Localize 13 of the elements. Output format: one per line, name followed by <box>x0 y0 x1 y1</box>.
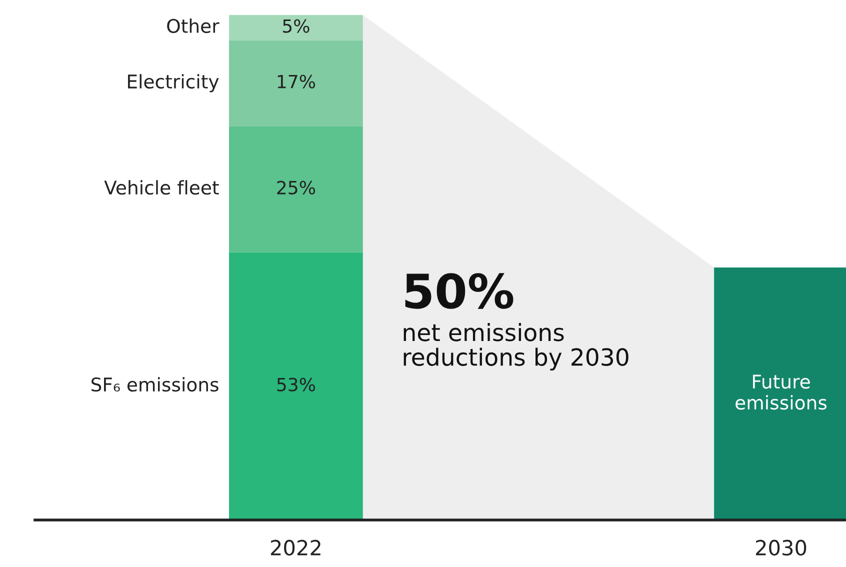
series-label: Other <box>167 18 220 34</box>
series-label: Vehicle fleet <box>104 180 219 195</box>
x-tick-label: 2030 <box>756 540 806 556</box>
x-tick-label: 2022 <box>270 540 320 556</box>
series-label: Electricity <box>128 74 219 92</box>
series-label: Future emissions <box>736 374 827 410</box>
annotation: net emissions reductions by 2030 <box>404 323 628 371</box>
data-label: 17% <box>278 74 316 88</box>
data-label: 25% <box>277 180 316 194</box>
series-label: SF₆ emissions <box>92 377 218 392</box>
data-label: 53% <box>277 378 316 392</box>
data-label: 5% <box>283 19 310 33</box>
annotation: 50% <box>405 273 514 309</box>
